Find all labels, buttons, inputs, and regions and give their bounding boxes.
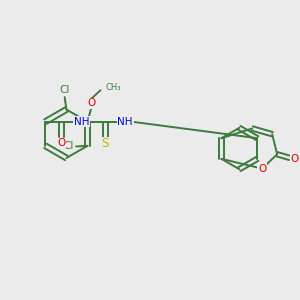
Text: O: O xyxy=(87,98,96,108)
Text: NH: NH xyxy=(74,117,89,127)
Text: Cl: Cl xyxy=(63,142,74,152)
Text: NH: NH xyxy=(118,117,133,127)
Text: O: O xyxy=(57,139,65,148)
Text: CH₃: CH₃ xyxy=(105,83,121,92)
Text: O: O xyxy=(291,154,299,164)
Text: O: O xyxy=(258,164,266,174)
Text: S: S xyxy=(101,137,109,150)
Text: Cl: Cl xyxy=(59,85,70,95)
